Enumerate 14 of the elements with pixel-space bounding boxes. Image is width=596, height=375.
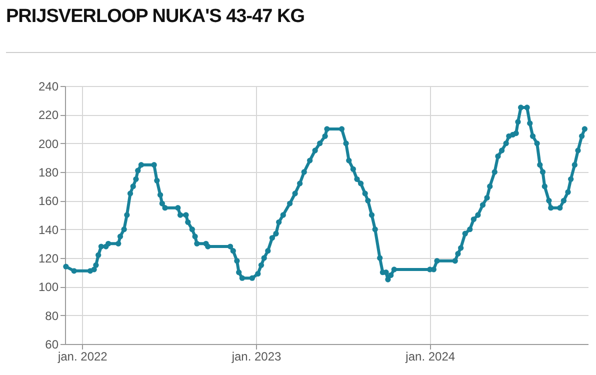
y-tick-label: 220	[38, 108, 59, 122]
x-tick-label: jan. 2022	[56, 350, 108, 364]
x-tick-label: jan. 2023	[230, 350, 282, 364]
y-tick-label: 120	[38, 252, 59, 266]
y-tick-label: 100	[38, 280, 59, 294]
y-tick-label: 180	[38, 166, 59, 180]
y-tick-label: 200	[38, 136, 59, 151]
chart-title: PRIJSVERLOOP NUKA'S 43-47 KG	[6, 6, 304, 28]
y-tick-label: 140	[38, 222, 59, 237]
x-tick-label: jan. 2024	[404, 350, 456, 364]
y-tick-label: 240	[38, 80, 59, 94]
y-tick-label: 80	[45, 308, 59, 323]
y-tick-label: 160	[38, 194, 59, 208]
y-tick-label: 60	[45, 338, 59, 352]
